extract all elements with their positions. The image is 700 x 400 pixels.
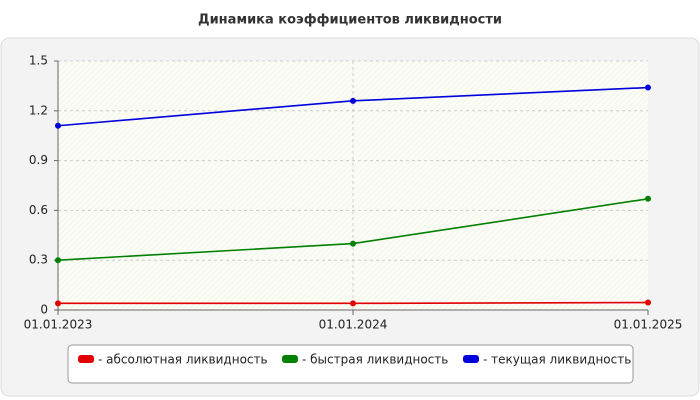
data-point bbox=[350, 97, 356, 104]
chart-title: Динамика коэффициентов ликвидности bbox=[198, 13, 502, 28]
data-point bbox=[645, 195, 651, 202]
legend-swatch bbox=[78, 355, 94, 363]
y-tick-label: 1.2 bbox=[29, 103, 48, 117]
y-tick-label: 0.3 bbox=[29, 253, 48, 267]
legend-box bbox=[67, 344, 634, 384]
data-point bbox=[350, 240, 356, 247]
x-tick-label: 01.01.2025 bbox=[614, 318, 683, 332]
legend-swatch bbox=[463, 355, 479, 363]
y-tick-label: 1.5 bbox=[29, 54, 48, 68]
data-point bbox=[350, 300, 356, 307]
data-point bbox=[645, 299, 651, 306]
data-point bbox=[645, 84, 651, 91]
y-tick-label: 0.9 bbox=[29, 153, 48, 167]
data-point bbox=[55, 257, 61, 264]
data-point bbox=[55, 300, 61, 307]
legend-label: - абсолютная ликвидность bbox=[98, 353, 268, 367]
x-tick-label: 01.01.2024 bbox=[319, 318, 388, 332]
x-tick-label: 01.01.2023 bbox=[24, 318, 93, 332]
legend-label: - текущая ликвидность bbox=[483, 353, 631, 367]
y-tick-label: 0 bbox=[40, 303, 48, 317]
y-tick-label: 0.6 bbox=[29, 203, 48, 217]
legend-label: - быстрая ликвидность bbox=[302, 353, 448, 367]
legend-swatch bbox=[282, 355, 298, 363]
data-point bbox=[55, 122, 61, 129]
